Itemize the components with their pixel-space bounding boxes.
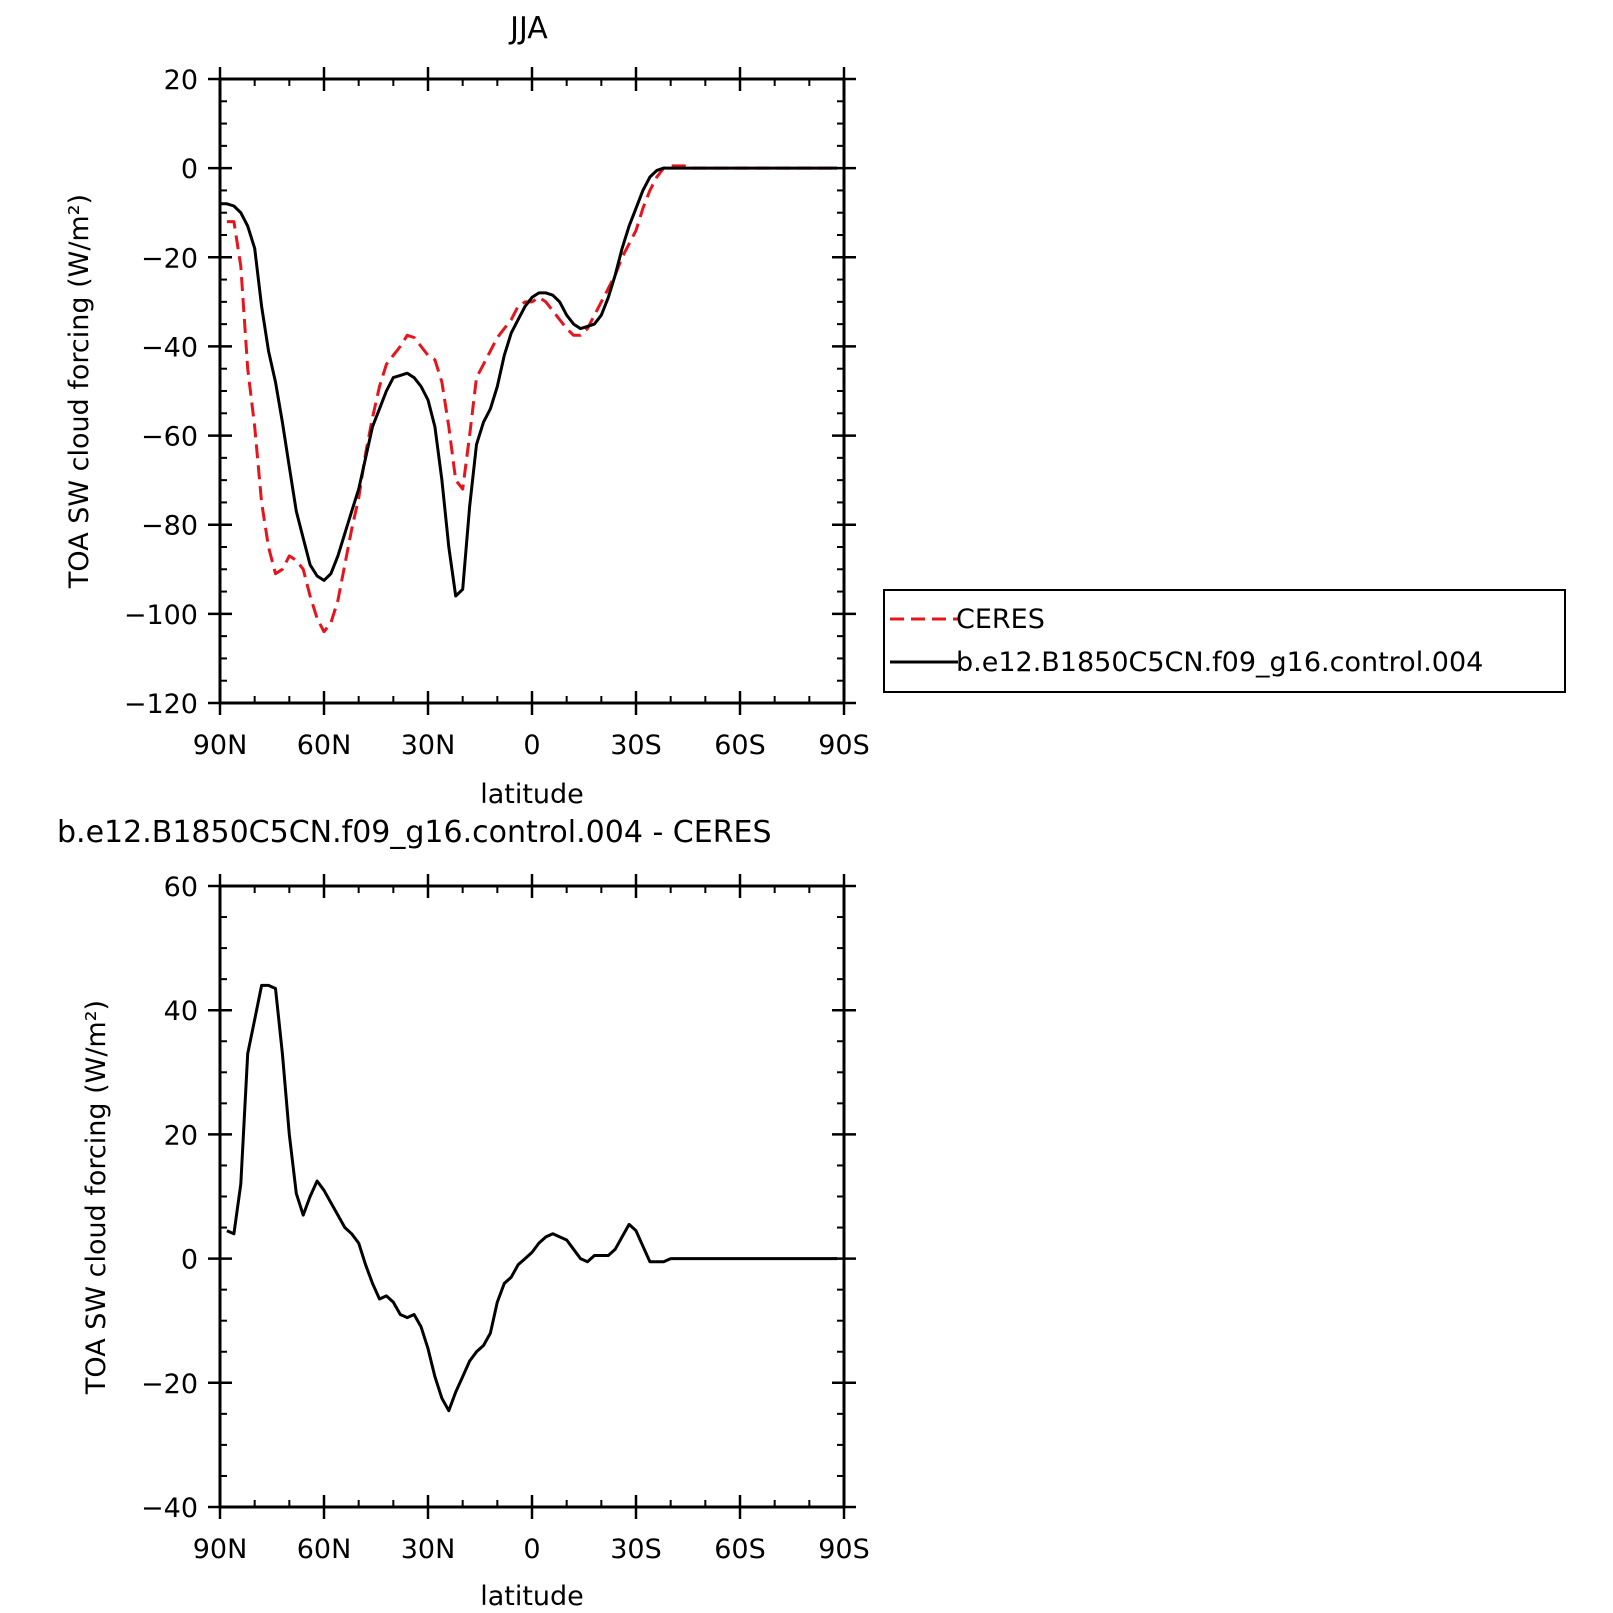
- x-tick-label: 90N: [193, 730, 248, 761]
- x-tick-label: 90S: [818, 730, 870, 761]
- top-x-tick-labels: 90N 60N 30N 0 30S 60S 90S: [193, 730, 870, 761]
- legend-box: [883, 589, 1566, 693]
- legend-label-model: b.e12.B1850C5CN.f09_g16.control.004: [956, 647, 1483, 678]
- top-panel-title: JJA: [508, 11, 548, 46]
- bottom-panel-difference: b.e12.B1850C5CN.f09_g16.control.004 - CE…: [57, 815, 870, 1612]
- bottom-panel-title: b.e12.B1850C5CN.f09_g16.control.004 - CE…: [57, 815, 772, 850]
- top-panel-jja: JJA 20 0 −20 −40 −60 −80 −100 −120 90N 60N 30N 0 30…: [64, 11, 1566, 810]
- x-tick-label: 30S: [610, 730, 662, 761]
- top-y-tick-labels: 20 0 −20 −40 −60 −80 −100 −120: [124, 65, 198, 720]
- top-y-axis-label: TOA SW cloud forcing (W/m²): [64, 194, 95, 589]
- y-tick-label: −40: [141, 332, 198, 363]
- legend: CERES b.e12.B1850C5CN.f09_g16.control.00…: [883, 589, 1566, 693]
- bottom-series-lines: [226, 983, 838, 1413]
- bottom-tick-marks: [208, 874, 856, 1519]
- y-tick-label: 0: [181, 154, 198, 185]
- series-line-difference: [226, 983, 838, 1413]
- y-tick-label: 40: [164, 996, 198, 1027]
- y-tick-label: −120: [124, 689, 198, 720]
- bottom-x-axis-label: latitude: [480, 1581, 584, 1612]
- bottom-plot-frame: [218, 884, 846, 1509]
- series-line-ceres: [226, 164, 838, 634]
- bottom-x-tick-labels: 90N 60N 30N 0 30S 60S 90S: [193, 1534, 870, 1565]
- y-tick-label: −60: [141, 422, 198, 453]
- y-tick-label: 20: [164, 1120, 198, 1151]
- x-tick-label: 30N: [401, 1534, 456, 1565]
- y-tick-label: −20: [141, 243, 198, 274]
- top-tick-marks: [208, 67, 856, 715]
- x-tick-label: 60S: [714, 1534, 766, 1565]
- legend-label-ceres: CERES: [956, 604, 1045, 635]
- x-tick-label: 60N: [297, 1534, 352, 1565]
- top-x-axis-label: latitude: [480, 779, 584, 810]
- x-tick-label: 90S: [818, 1534, 870, 1565]
- x-tick-label: 30S: [610, 1534, 662, 1565]
- x-tick-label: 0: [523, 1534, 540, 1565]
- series-line-b-e12-b1850c5cn-f09-g16-control-004: [220, 166, 838, 598]
- y-tick-label: −80: [141, 511, 198, 542]
- y-tick-label: 60: [164, 872, 198, 903]
- x-tick-label: 60S: [714, 730, 766, 761]
- x-tick-label: 0: [523, 730, 540, 761]
- y-tick-label: −100: [124, 600, 198, 631]
- bottom-y-axis-label: TOA SW cloud forcing (W/m²): [81, 1000, 112, 1395]
- x-tick-label: 90N: [193, 1534, 248, 1565]
- bottom-y-tick-labels: 60 40 20 0 −20 −40: [141, 872, 198, 1524]
- y-tick-label: 0: [181, 1245, 198, 1276]
- y-tick-label: −40: [141, 1493, 198, 1524]
- y-tick-label: −20: [141, 1369, 198, 1400]
- x-tick-label: 30N: [401, 730, 456, 761]
- x-tick-label: 60N: [297, 730, 352, 761]
- y-tick-label: 20: [164, 65, 198, 96]
- top-series-lines: [220, 164, 838, 634]
